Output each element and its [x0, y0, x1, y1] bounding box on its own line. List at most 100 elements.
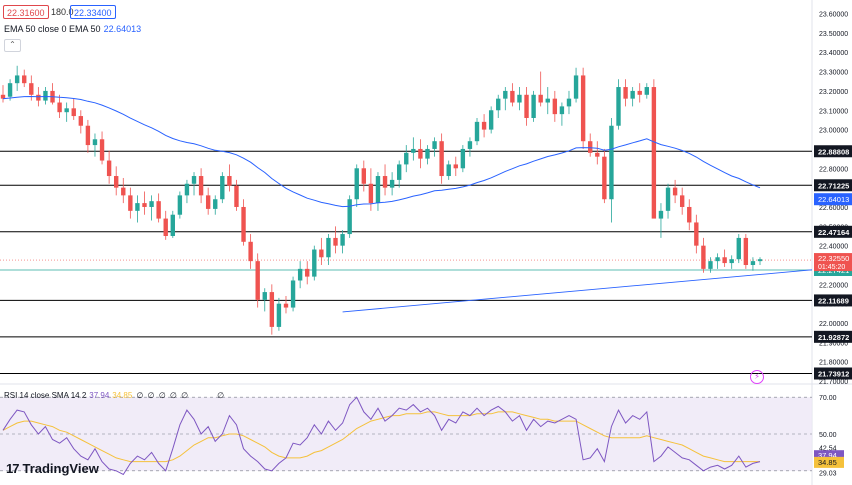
- candle-body: [651, 87, 657, 219]
- candle-body: [467, 141, 473, 149]
- current-price-tag: [814, 253, 852, 272]
- rsi-axis-tick: 29.03: [819, 471, 837, 478]
- candle-body: [128, 195, 133, 211]
- candle-body: [524, 94, 529, 118]
- candle-body: [368, 183, 374, 204]
- candle-body: [297, 268, 303, 281]
- candle-body: [418, 148, 423, 159]
- candle-body: [439, 141, 444, 177]
- rsi-line: [2, 396, 761, 476]
- level-price-tag: [814, 330, 852, 343]
- candle-body: [496, 98, 501, 111]
- rsi-axis-tick: 50.00: [819, 432, 837, 439]
- candle-body: [715, 257, 720, 262]
- price-axis-tick: 22.40000: [819, 244, 848, 251]
- bar-countdown-label: 01:45:20: [818, 264, 845, 271]
- ask-price-box[interactable]: 22.33400: [70, 5, 116, 19]
- candle-body: [319, 249, 324, 258]
- level-price-label: 22.71225: [818, 181, 849, 190]
- price-axis-tick: 23.60000: [819, 12, 848, 19]
- candle-body: [71, 108, 76, 117]
- ema-price-label: 22.64013: [818, 195, 849, 204]
- candle-body: [488, 110, 494, 130]
- candle-body: [595, 152, 600, 157]
- price-axis-tick: 21.80000: [819, 360, 848, 367]
- candle-body: [538, 94, 543, 103]
- candle-body: [729, 259, 734, 264]
- candle-body: [213, 199, 218, 209]
- price-axis[interactable]: 23.60000 23.50000 23.40000 23.30000 23.20000…: [814, 12, 852, 478]
- candle-body: [184, 183, 190, 196]
- price-axis-tick: 23.10000: [819, 108, 848, 115]
- rsi-legend-label: RSI 14 close SMA 14 2: [4, 391, 87, 400]
- candle-body: [269, 292, 275, 327]
- candle-body: [708, 261, 713, 269]
- candle-body: [43, 90, 48, 101]
- candle-body: [78, 116, 84, 126]
- candle-body: [305, 268, 310, 277]
- lightning-icon[interactable]: ⚡: [750, 370, 764, 384]
- candle-body: [545, 98, 550, 103]
- candle-body: [679, 195, 685, 207]
- candle-body: [566, 98, 572, 107]
- candle-body: [142, 203, 147, 207]
- candle-body: [149, 201, 154, 207]
- candle-body: [460, 148, 466, 169]
- candle-body: [665, 187, 671, 211]
- candle-body: [658, 210, 664, 219]
- tradingview-logo[interactable]: 17 TradingView: [6, 461, 99, 476]
- level-price-label: 21.92872: [818, 333, 849, 342]
- candle-body: [0, 94, 6, 99]
- candle-body: [382, 176, 388, 188]
- candle-body: [191, 176, 197, 184]
- ema-price-tag: [814, 193, 852, 206]
- price-axis-tick: 23.00000: [819, 128, 848, 135]
- candle-body: [326, 237, 331, 258]
- level-price-tag: [814, 367, 852, 380]
- candle-body: [114, 176, 119, 188]
- rsi-legend[interactable]: RSI 14 close SMA 14 2 37.94 34.85 ∅ ∅ ∅ ∅ ∅…: [4, 391, 225, 400]
- rsi-axis-tick: 70.00: [819, 395, 837, 402]
- candle-body: [474, 121, 480, 142]
- rsi-legend-extra2: ∅: [217, 391, 226, 400]
- rsi-value-label: 37.94: [818, 451, 837, 460]
- price-axis-tick: 23.30000: [819, 70, 848, 77]
- ema-legend[interactable]: EMA 50 close 0 EMA 50 22.64013: [4, 24, 141, 34]
- candle-body: [453, 164, 458, 169]
- bid-price-box[interactable]: 22.31600: [3, 5, 49, 19]
- candle-body: [312, 249, 317, 277]
- candle-body: [644, 87, 649, 95]
- price-axis-tick: 21.70000: [819, 379, 848, 386]
- candle-body: [446, 164, 451, 177]
- candle-body: [481, 121, 487, 130]
- price-axis-tick: 23.40000: [819, 50, 848, 57]
- candle-body: [106, 160, 112, 177]
- candle-body: [361, 168, 367, 184]
- candle-body: [255, 261, 260, 300]
- chevron-up-icon[interactable]: ⌃: [4, 39, 21, 52]
- rsi-sma-line: [2, 411, 760, 463]
- rsi-sma-value-tag: [814, 456, 844, 468]
- level-price-label: 22.88808: [818, 147, 849, 156]
- candle-body: [248, 241, 253, 262]
- candle-body: [121, 187, 126, 196]
- candle-body: [354, 168, 359, 200]
- ema-legend-label: EMA 50 close 0 EMA 50: [4, 24, 101, 34]
- candle-body: [227, 176, 232, 186]
- candle-body: [580, 75, 586, 142]
- candle-body: [290, 280, 296, 308]
- candle-body: [573, 75, 579, 99]
- candle-body: [375, 176, 381, 204]
- candle-body: [389, 179, 395, 188]
- candle-body: [276, 303, 282, 327]
- level-price-tag: [814, 179, 852, 192]
- candle-body: [623, 87, 628, 99]
- rsi-pane[interactable]: [0, 396, 812, 476]
- candle-body: [92, 139, 98, 146]
- tradingview-mark-icon: 17: [6, 461, 20, 476]
- candle-body: [552, 98, 558, 115]
- price-axis-tick: 22.20000: [819, 282, 848, 289]
- candle-body: [425, 148, 430, 159]
